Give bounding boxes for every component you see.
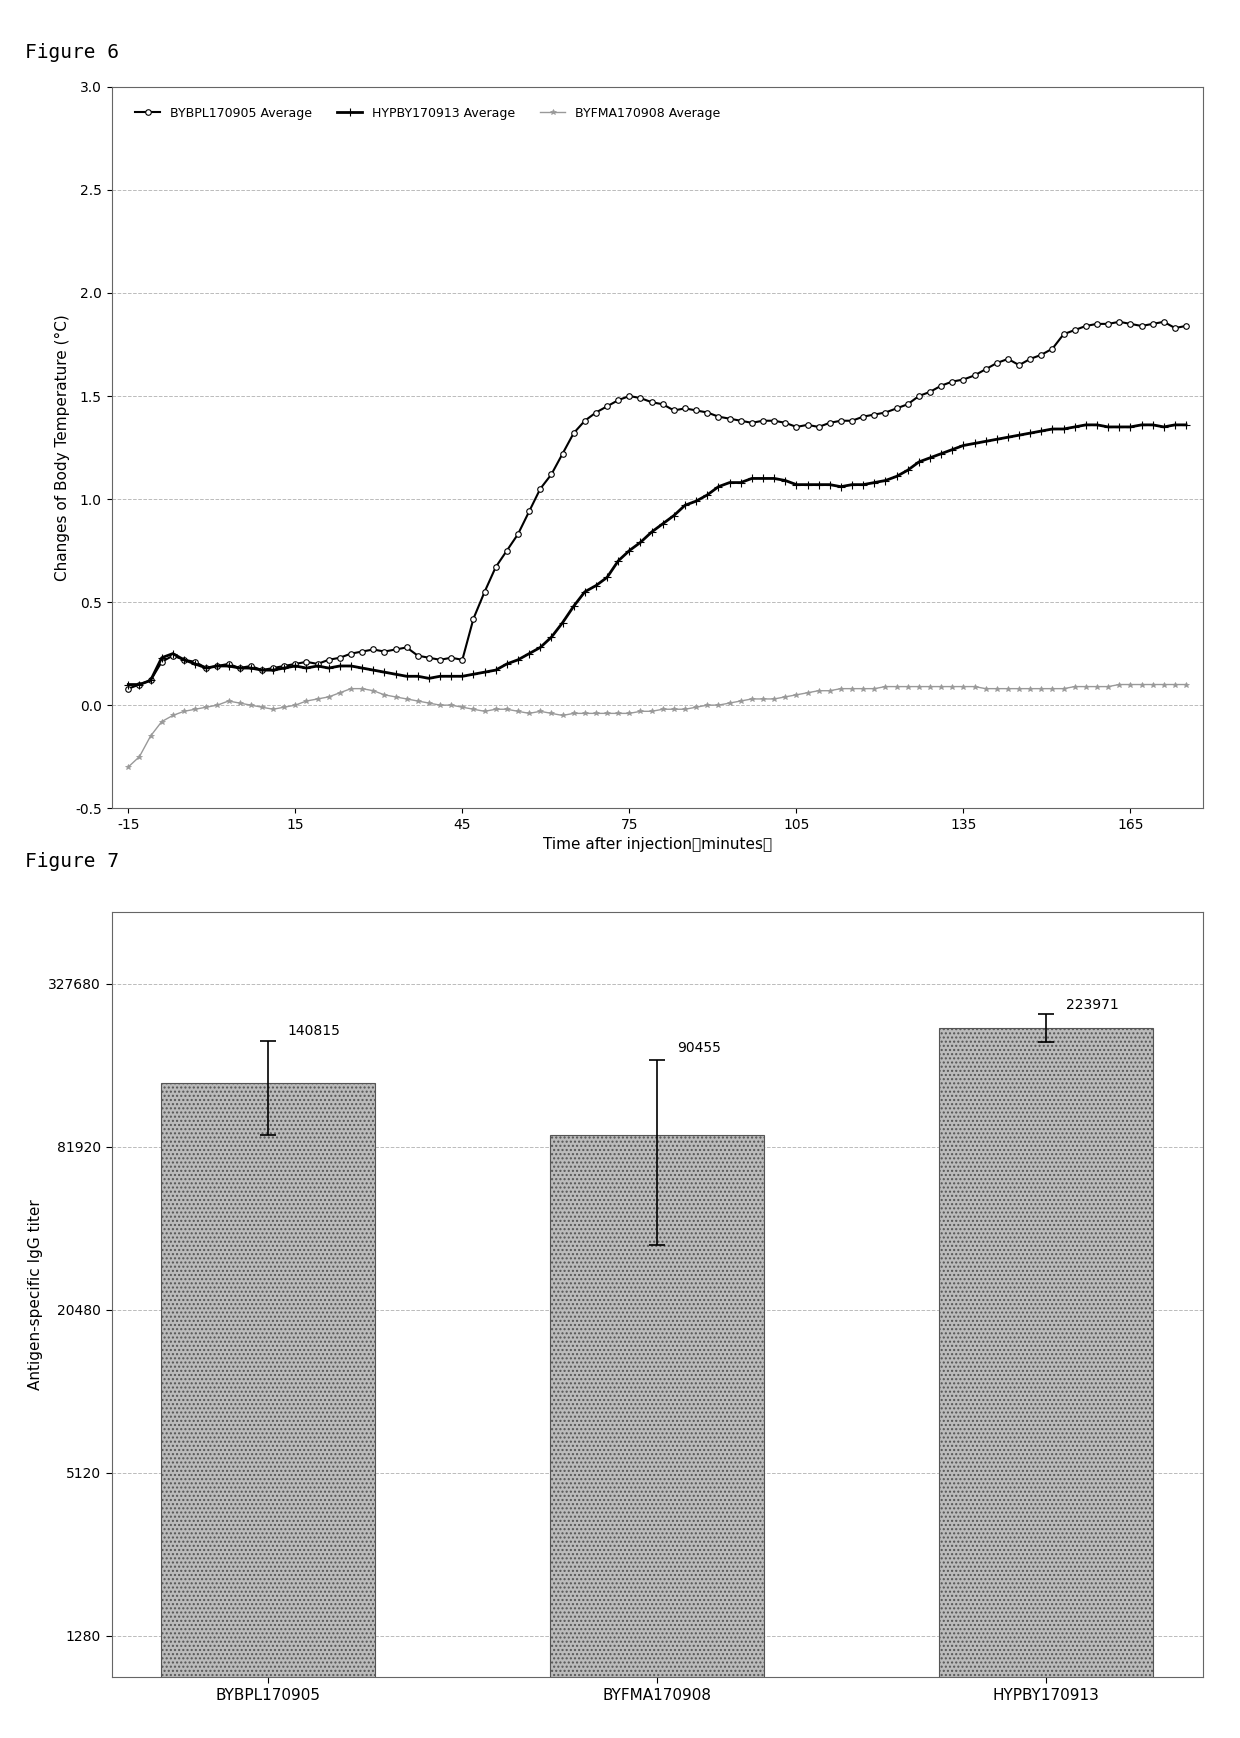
HYPBY170913 Average	[688, 490, 703, 511]
Line: BYBPL170905 Average: BYBPL170905 Average	[125, 320, 1189, 692]
Bar	[161, 1083, 376, 1738]
Text: 223971: 223971	[1065, 998, 1118, 1012]
BYFMA170908 Average	[1090, 676, 1105, 697]
Y-axis label: Changes of Body Temperature (°C): Changes of Body Temperature (°C)	[55, 315, 69, 580]
BYBPL170905 Average	[688, 400, 703, 421]
BYBPL170905 Average	[655, 395, 670, 415]
HYPBY170913 Average	[655, 513, 670, 534]
BYBPL170905 Average	[1112, 311, 1127, 332]
BYFMA170908 Average	[688, 697, 703, 718]
Text: Figure 7: Figure 7	[25, 852, 119, 871]
Legend: BYBPL170905 Average, HYPBY170913 Average, BYFMA170908 Average: BYBPL170905 Average, HYPBY170913 Average…	[129, 101, 727, 125]
BYBPL170905 Average	[265, 657, 280, 678]
BYFMA170908 Average	[578, 702, 593, 723]
X-axis label: Time after injection（minutes）: Time after injection（minutes）	[543, 838, 771, 852]
Y-axis label: Antigen-specific IgG titer: Antigen-specific IgG titer	[27, 1199, 43, 1390]
HYPBY170913 Average	[422, 667, 436, 688]
HYPBY170913 Average	[120, 674, 135, 695]
BYBPL170905 Average	[578, 410, 593, 431]
Bar	[939, 1029, 1153, 1738]
HYPBY170913 Average	[265, 660, 280, 681]
BYFMA170908 Average	[1112, 674, 1127, 695]
Text: Figure 6: Figure 6	[25, 43, 119, 63]
BYBPL170905 Average	[422, 647, 436, 667]
BYFMA170908 Average	[120, 756, 135, 777]
BYBPL170905 Average	[1179, 316, 1194, 337]
Line: BYFMA170908 Average: BYFMA170908 Average	[125, 681, 1189, 770]
BYBPL170905 Average	[120, 678, 135, 699]
BYFMA170908 Average	[655, 699, 670, 720]
Line: HYPBY170913 Average: HYPBY170913 Average	[124, 421, 1190, 688]
BYBPL170905 Average	[1090, 313, 1105, 334]
HYPBY170913 Average	[1079, 414, 1094, 434]
HYPBY170913 Average	[1179, 414, 1194, 434]
Bar	[551, 1135, 764, 1738]
BYFMA170908 Average	[1179, 674, 1194, 695]
Text: 140815: 140815	[288, 1024, 341, 1038]
HYPBY170913 Average	[1101, 417, 1116, 438]
BYFMA170908 Average	[265, 699, 280, 720]
Text: 90455: 90455	[677, 1041, 720, 1055]
HYPBY170913 Average	[578, 580, 593, 603]
BYFMA170908 Average	[422, 693, 436, 714]
